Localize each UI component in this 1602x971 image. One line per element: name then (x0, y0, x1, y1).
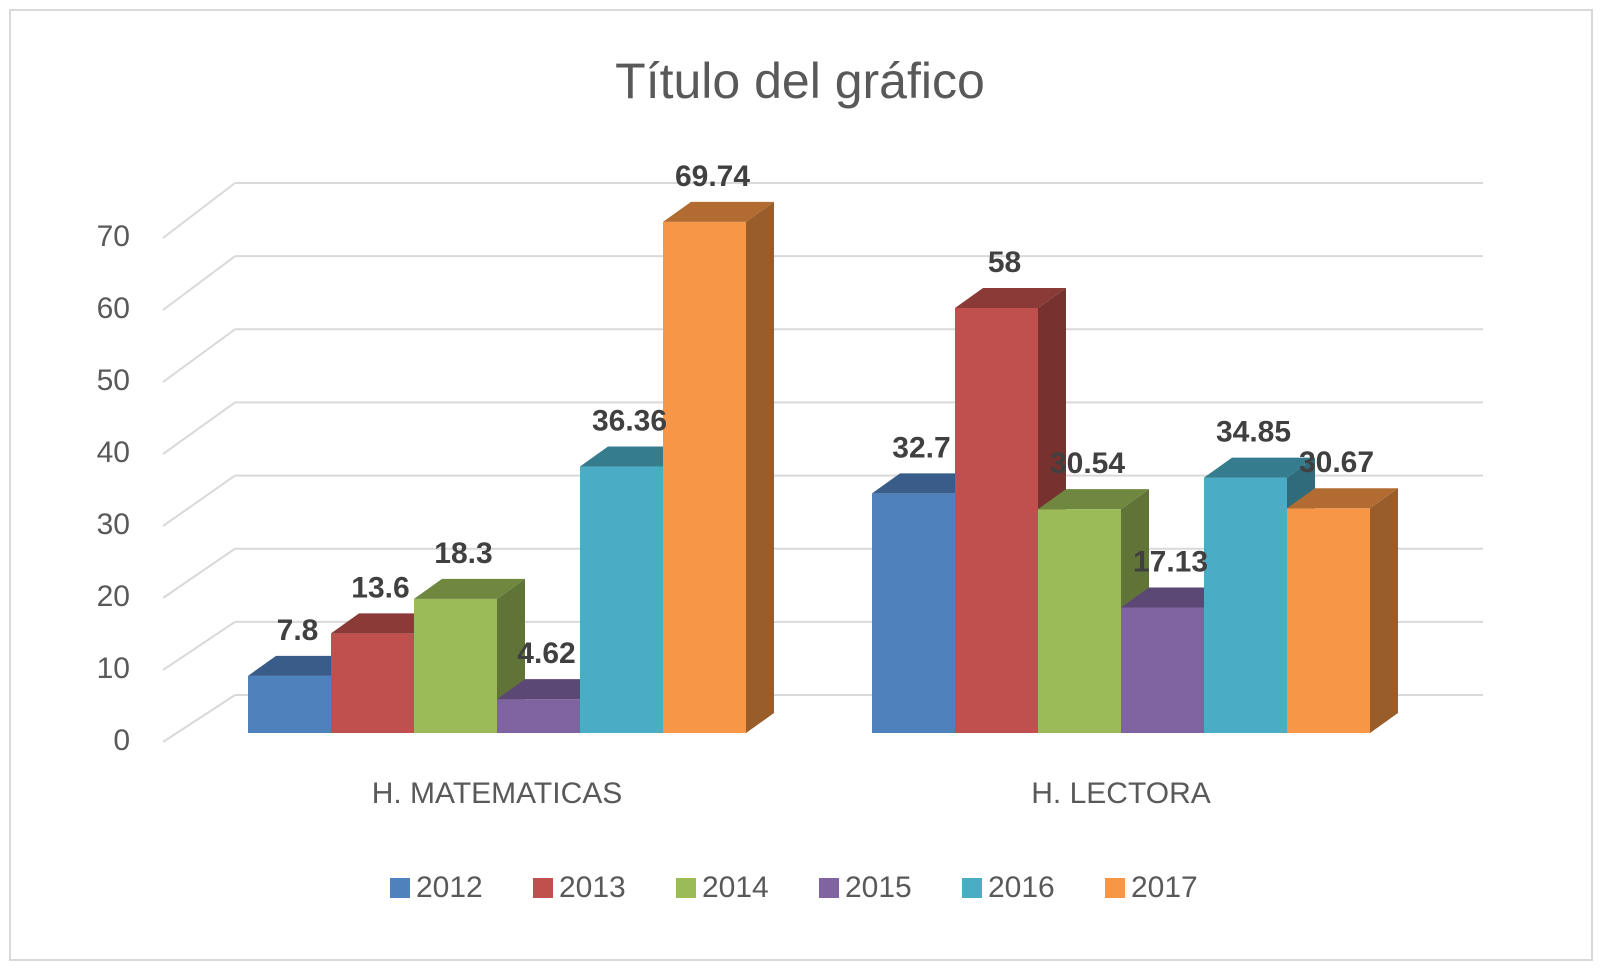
data-label: 7.8 (277, 614, 319, 647)
legend-swatch (676, 878, 696, 898)
bar (414, 598, 497, 733)
bar-top (1204, 457, 1315, 478)
bar (1038, 509, 1121, 733)
bar-top (955, 287, 1066, 308)
grid-diagonal (162, 328, 236, 383)
bar (497, 699, 580, 733)
y-tick-label: 50 (97, 364, 130, 397)
y-tick-label: 30 (97, 508, 130, 541)
grid-diagonal (162, 255, 236, 311)
bar (955, 307, 1038, 733)
legend-swatch (819, 878, 839, 898)
y-tick-label: 70 (97, 220, 130, 253)
grid-diagonal (162, 474, 236, 527)
grid-diagonal (162, 621, 236, 671)
bar-top (1287, 488, 1398, 509)
legend-swatch (1105, 878, 1125, 898)
bar-top (663, 201, 774, 222)
bar-side (1370, 488, 1398, 733)
legend-swatch (390, 878, 410, 898)
data-label: 36.36 (592, 404, 667, 437)
legend-swatch (533, 878, 553, 898)
data-label: 30.54 (1050, 447, 1125, 480)
chart-title: Título del gráfico (615, 53, 985, 109)
legend-label: 2017 (1131, 871, 1198, 904)
bar (331, 633, 414, 733)
bar (580, 466, 663, 733)
bar (1287, 508, 1370, 733)
grid-diagonal (162, 547, 236, 599)
y-tick-label: 40 (97, 436, 130, 469)
legend-label: 2013 (559, 871, 626, 904)
grid-diagonal (162, 401, 236, 455)
chart-border (9, 9, 1593, 961)
y-tick-label: 20 (97, 580, 130, 613)
data-label: 17.13 (1133, 545, 1208, 578)
bar (1204, 477, 1287, 733)
data-label: 4.62 (517, 637, 575, 670)
legend-label: 2014 (702, 871, 769, 904)
data-label: 32.7 (892, 431, 950, 464)
data-label: 34.85 (1216, 416, 1291, 449)
bar-top (414, 578, 525, 599)
y-tick-label: 60 (97, 292, 130, 325)
bar-side (746, 201, 774, 734)
bar (663, 221, 746, 733)
bar (1121, 607, 1204, 733)
x-tick-label: H. LECTORA (1031, 777, 1211, 810)
x-tick-label: H. MATEMATICAS (372, 777, 623, 810)
data-label: 13.6 (351, 571, 409, 604)
bar (872, 493, 955, 733)
legend-swatch (962, 878, 982, 898)
data-label: 69.74 (675, 160, 750, 193)
y-tick-label: 10 (97, 652, 130, 685)
bar-top (1038, 489, 1149, 510)
y-tick-label: 0 (113, 724, 130, 757)
data-label: 18.3 (434, 537, 492, 570)
grid-diagonal (162, 694, 236, 743)
grid-diagonal (162, 182, 236, 239)
legend-label: 2012 (416, 871, 483, 904)
legend-label: 2015 (845, 871, 912, 904)
bar (248, 675, 331, 733)
data-label: 58 (988, 246, 1021, 279)
legend-label: 2016 (988, 871, 1055, 904)
data-label: 30.67 (1299, 446, 1374, 479)
